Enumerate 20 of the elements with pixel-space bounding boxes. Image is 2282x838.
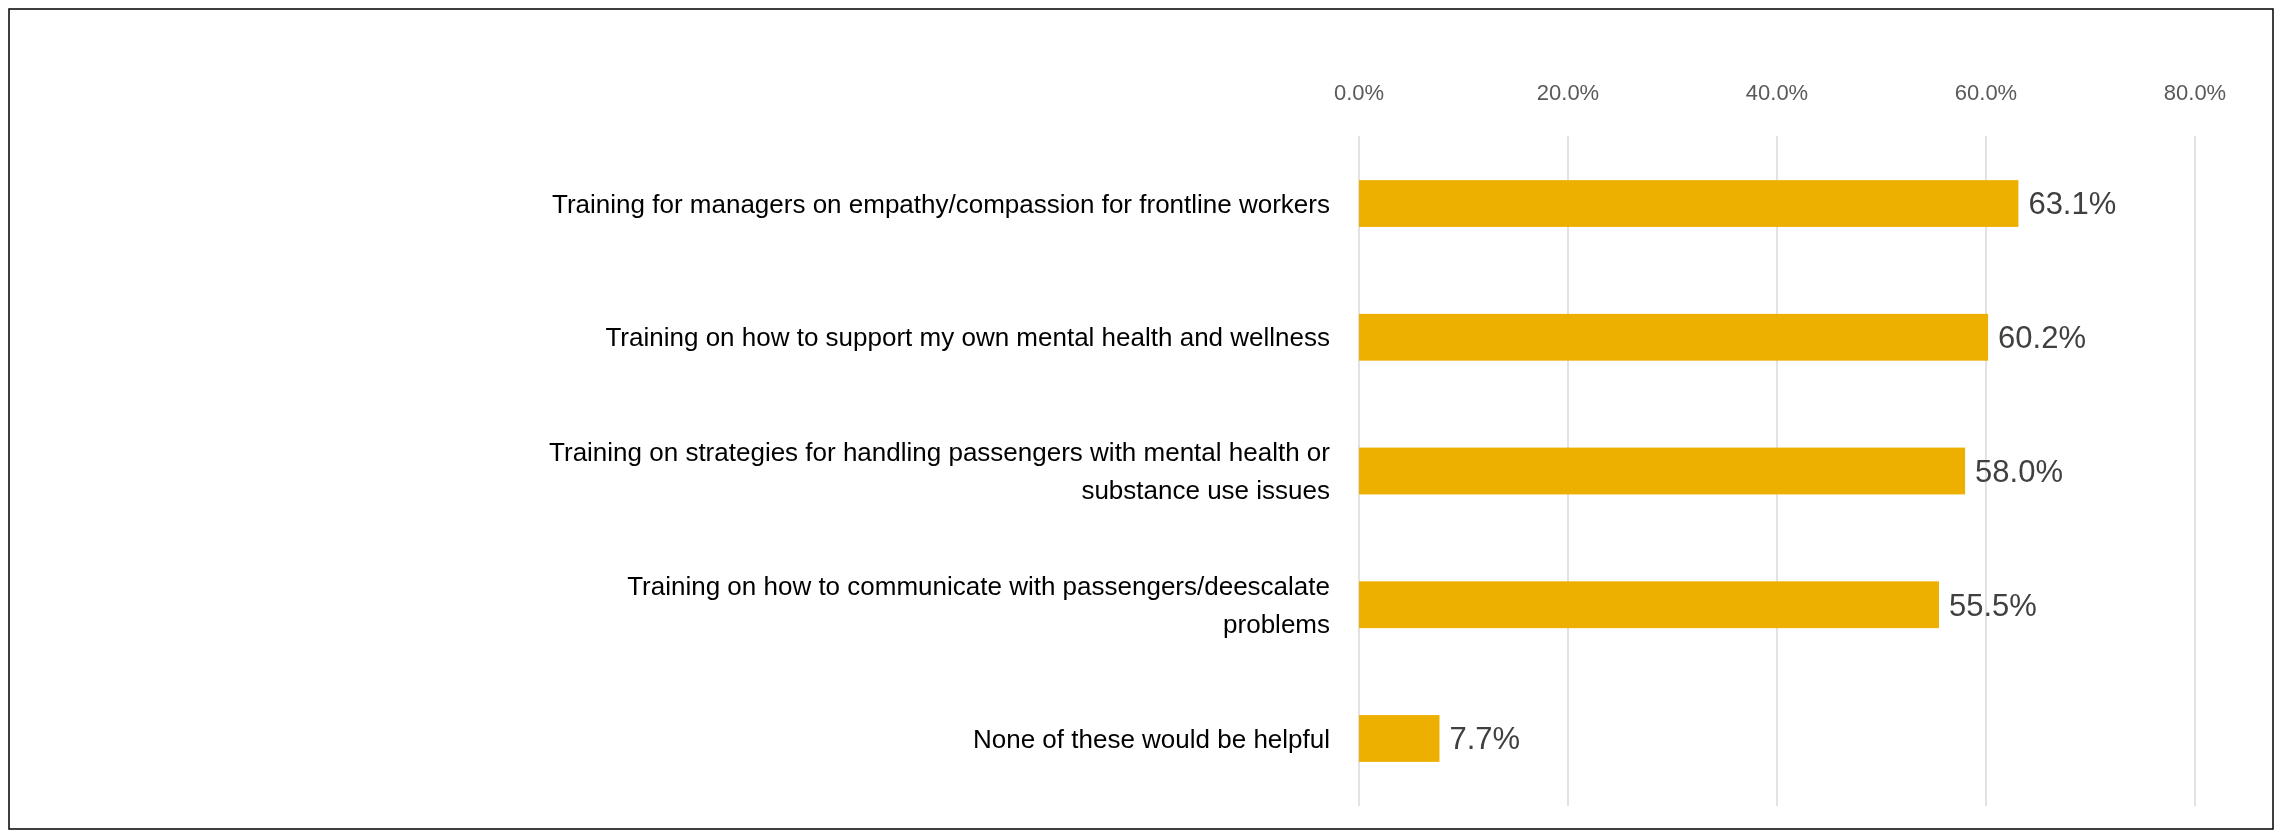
bar bbox=[1359, 581, 1939, 629]
data-label: 63.1% bbox=[2028, 186, 2117, 222]
x-tick-label: 0.0% bbox=[1333, 80, 1385, 105]
y-tick-label: None of these would be helpful bbox=[972, 723, 1330, 754]
y-tick-label: Training on strategies for handling passengers with mental health or substance use issues bbox=[549, 437, 1331, 505]
bar bbox=[1359, 313, 1989, 361]
bar bbox=[1359, 180, 2019, 227]
data-label: 55.5% bbox=[1948, 587, 2037, 623]
x-tick-label: 80.0% bbox=[2163, 80, 2227, 105]
bar bbox=[1359, 447, 1966, 495]
data-label: 58.0% bbox=[1975, 453, 2064, 489]
data-label: 60.2% bbox=[1998, 320, 2086, 356]
x-tick-label: 40.0% bbox=[1745, 80, 1809, 105]
x-tick-label: 20.0% bbox=[1536, 80, 1600, 105]
y-tick-label: Training on how to communicate with passengers/deescalate problems bbox=[627, 570, 1330, 639]
x-tick-label: 60.0% bbox=[1954, 80, 2018, 105]
data-label: 7.7% bbox=[1449, 721, 1521, 757]
bar bbox=[1359, 715, 1440, 762]
y-tick-label: Training for managers on empathy/compassion for frontline workers bbox=[552, 188, 1330, 219]
y-tick-label: Training on how to support my own mental health and wellness bbox=[605, 322, 1330, 353]
